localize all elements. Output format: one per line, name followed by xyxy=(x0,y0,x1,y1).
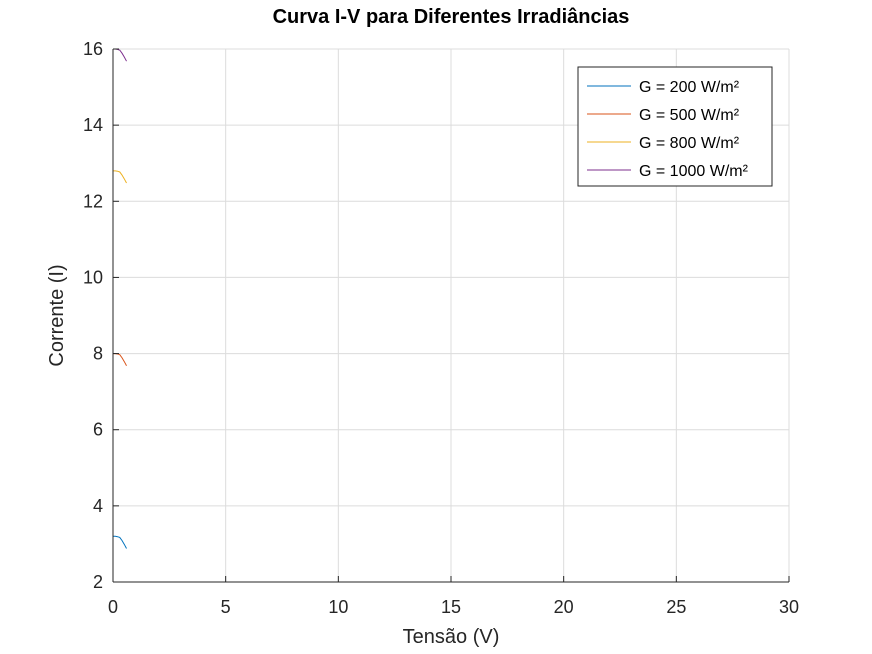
legend-box xyxy=(577,66,773,187)
y-tick-label: 14 xyxy=(83,115,103,135)
x-tick-label: 10 xyxy=(328,597,348,617)
legend: G = 200 W/m² G = 500 W/m² G = 800 W/m² G = … xyxy=(577,66,773,187)
x-tick-label: 0 xyxy=(108,597,118,617)
chart-title: Curva I-V para Diferentes Irradiâncias xyxy=(273,6,630,28)
y-tick-label: 10 xyxy=(83,267,103,287)
tick-labels: 0 5 10 15 20 25 30 2 4 6 8 10 12 14 16 xyxy=(83,39,799,617)
y-tick-label: 12 xyxy=(83,191,103,211)
legend-label-1: G = 200 W/m² xyxy=(639,79,740,96)
y-tick-label: 8 xyxy=(93,344,103,364)
legend-label-3: G = 800 W/m² xyxy=(639,135,740,152)
y-tick-label: 4 xyxy=(93,496,103,516)
series-line-3 xyxy=(113,170,127,184)
legend-label-4: G = 1000 W/m² xyxy=(639,163,749,180)
series-line-1 xyxy=(113,535,127,549)
axes xyxy=(112,48,790,583)
y-tick-label: 2 xyxy=(93,572,103,592)
x-axis-label: Tensão (V) xyxy=(403,626,500,648)
x-tick-label: 25 xyxy=(666,597,686,617)
x-tick-label: 30 xyxy=(779,597,799,617)
y-tick-label: 16 xyxy=(83,39,103,59)
x-tick-label: 15 xyxy=(441,597,461,617)
y-axis-label: Corrente (I) xyxy=(46,264,68,366)
y-tick-label: 6 xyxy=(93,420,103,440)
legend-label-2: G = 500 W/m² xyxy=(639,107,740,124)
x-tick-label: 5 xyxy=(221,597,231,617)
x-tick-label: 20 xyxy=(554,597,574,617)
